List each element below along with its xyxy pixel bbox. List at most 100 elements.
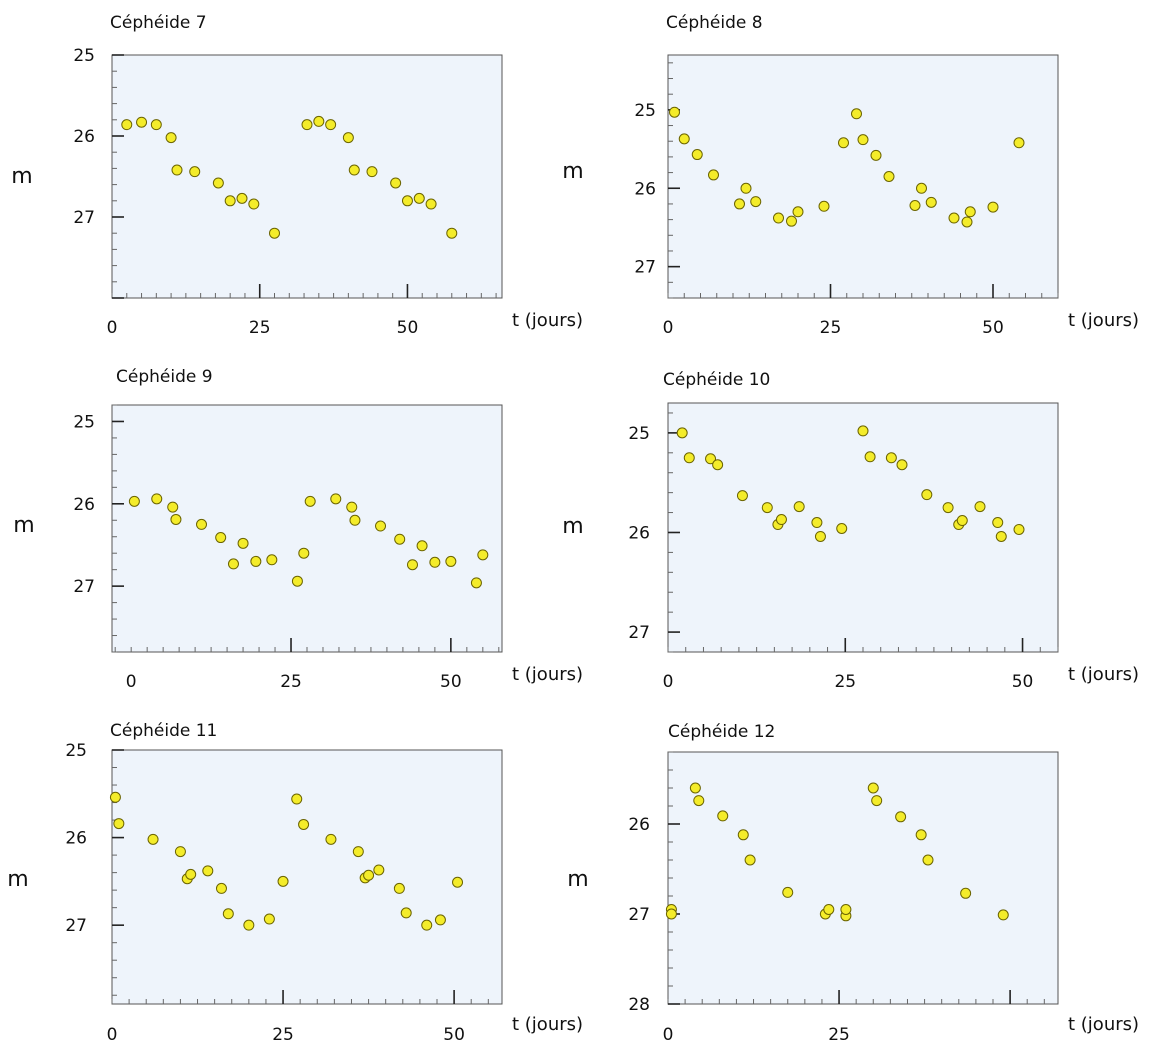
chart-panel: Céphéide 7 m t (jours) 0 25 50 25 26 27 <box>11 13 583 338</box>
data-point <box>734 198 745 210</box>
data-point <box>243 919 255 931</box>
data-point <box>960 887 972 899</box>
data-point <box>691 149 703 161</box>
y-tick-label: 28 <box>628 995 650 1015</box>
data-point <box>266 554 278 566</box>
data-point <box>792 206 804 218</box>
data-point <box>676 427 688 439</box>
data-point <box>452 876 464 888</box>
data-point <box>325 119 337 131</box>
x-tick-label: 50 <box>443 1025 465 1045</box>
data-point <box>793 501 805 513</box>
data-point <box>325 833 337 845</box>
y-axis-label: m <box>11 164 32 189</box>
data-point <box>277 875 289 887</box>
data-point <box>348 164 360 176</box>
data-point <box>202 865 214 877</box>
data-point <box>477 549 489 561</box>
data-point <box>883 171 895 182</box>
data-point <box>445 555 457 567</box>
data-point <box>215 882 227 894</box>
data-point <box>885 452 897 464</box>
data-point <box>683 452 695 464</box>
x-axis-label: t (jours) <box>1068 310 1139 331</box>
data-point <box>838 137 849 149</box>
y-tick-label: 27 <box>628 623 650 643</box>
data-point <box>814 530 826 542</box>
data-point <box>744 854 756 866</box>
x-tick-label: 25 <box>834 672 856 692</box>
data-point <box>113 818 125 830</box>
data-point <box>400 907 412 919</box>
data-point <box>313 115 325 127</box>
y-tick-label: 27 <box>73 577 95 597</box>
y-tick-label: 25 <box>73 46 95 66</box>
x-tick-label: 50 <box>1012 672 1034 692</box>
data-point <box>248 198 260 210</box>
data-point <box>189 166 201 178</box>
y-tick-label: 26 <box>634 179 656 199</box>
data-point <box>775 514 787 526</box>
x-tick-label: 25 <box>820 318 842 338</box>
data-point <box>840 904 852 915</box>
data-point <box>416 540 428 552</box>
chart-title: Céphéide 10 <box>663 370 770 390</box>
data-point <box>1013 137 1025 149</box>
data-point <box>434 914 446 926</box>
plot-area <box>667 54 1059 299</box>
data-point <box>363 869 375 881</box>
data-point <box>717 810 729 822</box>
x-tick-label: 0 <box>107 318 118 338</box>
data-point <box>237 537 249 549</box>
data-point <box>298 547 310 559</box>
data-point <box>689 782 701 794</box>
data-point <box>995 530 1007 542</box>
data-point <box>171 164 183 176</box>
x-tick-label: 25 <box>280 672 302 692</box>
x-axis-label: t (jours) <box>512 310 583 331</box>
data-point <box>974 501 986 513</box>
data-point <box>922 854 934 866</box>
x-tick-label: 50 <box>397 318 419 338</box>
data-point <box>406 559 418 571</box>
plot-area <box>667 751 1059 1005</box>
data-point <box>401 195 413 207</box>
data-point <box>961 216 973 228</box>
data-point <box>196 518 208 530</box>
data-point <box>425 198 437 210</box>
data-point <box>964 206 976 218</box>
data-point <box>291 575 303 587</box>
data-point <box>705 453 717 465</box>
data-point <box>851 108 862 120</box>
data-point <box>836 522 848 534</box>
x-tick-label: 25 <box>249 318 271 338</box>
x-tick-label: 0 <box>663 318 674 338</box>
y-axis-label: m <box>567 867 588 892</box>
y-tick-label: 25 <box>634 101 656 121</box>
y-tick-label: 25 <box>65 741 87 761</box>
data-point <box>896 459 908 471</box>
data-point <box>330 493 342 505</box>
plot-area <box>111 54 503 299</box>
data-point <box>1013 523 1025 535</box>
data-point <box>227 558 239 570</box>
y-tick-label: 25 <box>73 412 95 432</box>
data-point <box>413 192 425 204</box>
data-point <box>174 846 186 858</box>
y-tick-label: 26 <box>628 523 650 543</box>
data-point <box>136 116 148 128</box>
data-point <box>948 212 960 224</box>
y-axis-label: m <box>562 159 583 184</box>
x-tick-label: 25 <box>272 1025 294 1045</box>
y-tick-label: 27 <box>73 208 95 228</box>
data-point <box>375 520 387 532</box>
data-point <box>823 904 835 915</box>
data-point <box>712 459 724 471</box>
data-point <box>109 791 121 803</box>
data-point <box>346 501 358 513</box>
data-point <box>170 513 182 525</box>
data-point <box>867 782 879 794</box>
data-point <box>301 119 313 131</box>
data-point <box>224 195 236 207</box>
